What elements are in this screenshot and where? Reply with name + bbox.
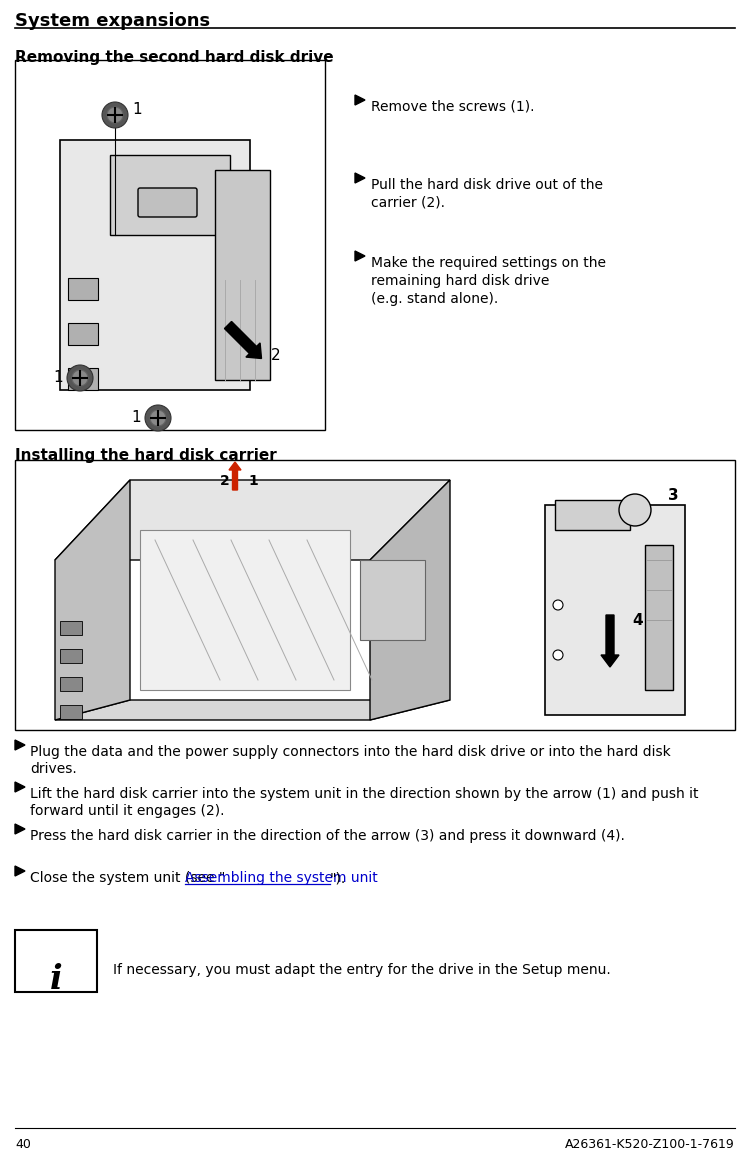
Text: 4: 4 xyxy=(632,613,643,628)
FancyArrow shape xyxy=(601,614,619,666)
Polygon shape xyxy=(15,824,25,834)
FancyBboxPatch shape xyxy=(555,500,630,530)
Polygon shape xyxy=(55,700,450,720)
FancyBboxPatch shape xyxy=(545,505,685,715)
Text: drives.: drives. xyxy=(30,762,76,776)
Text: Lift the hard disk carrier into the system unit in the direction shown by the ar: Lift the hard disk carrier into the syst… xyxy=(30,787,698,802)
Circle shape xyxy=(619,494,651,526)
FancyBboxPatch shape xyxy=(110,155,230,234)
FancyBboxPatch shape xyxy=(60,649,82,663)
Circle shape xyxy=(145,405,171,431)
Text: Pull the hard disk drive out of the: Pull the hard disk drive out of the xyxy=(371,178,603,192)
Circle shape xyxy=(150,410,166,426)
FancyBboxPatch shape xyxy=(60,677,82,691)
Polygon shape xyxy=(55,480,130,720)
Text: carrier (2).: carrier (2). xyxy=(371,196,445,210)
Polygon shape xyxy=(15,782,25,792)
Text: 2: 2 xyxy=(271,348,280,363)
FancyBboxPatch shape xyxy=(15,460,735,730)
Polygon shape xyxy=(370,480,450,720)
FancyBboxPatch shape xyxy=(60,705,82,720)
FancyBboxPatch shape xyxy=(60,140,250,390)
Text: Close the system unit (see ": Close the system unit (see " xyxy=(30,871,225,885)
FancyBboxPatch shape xyxy=(68,323,98,345)
FancyBboxPatch shape xyxy=(68,278,98,300)
Circle shape xyxy=(553,650,563,660)
FancyBboxPatch shape xyxy=(15,60,325,430)
Text: Removing the second hard disk drive: Removing the second hard disk drive xyxy=(15,50,334,65)
FancyArrow shape xyxy=(229,462,241,490)
Circle shape xyxy=(72,370,88,386)
Text: 1: 1 xyxy=(248,474,258,489)
Text: 1: 1 xyxy=(132,103,142,118)
Text: 40: 40 xyxy=(15,1138,31,1152)
Text: ").: "). xyxy=(330,871,346,885)
Polygon shape xyxy=(355,173,365,182)
Polygon shape xyxy=(355,95,365,105)
Text: 1: 1 xyxy=(53,371,63,386)
Polygon shape xyxy=(15,740,25,750)
Text: System expansions: System expansions xyxy=(15,12,210,30)
Text: forward until it engages (2).: forward until it engages (2). xyxy=(30,804,224,818)
Polygon shape xyxy=(355,251,365,261)
Circle shape xyxy=(102,102,128,128)
FancyBboxPatch shape xyxy=(60,621,82,635)
Text: remaining hard disk drive: remaining hard disk drive xyxy=(371,274,549,288)
Polygon shape xyxy=(55,480,450,560)
Polygon shape xyxy=(15,866,25,875)
Text: Make the required settings on the: Make the required settings on the xyxy=(371,256,606,270)
Circle shape xyxy=(107,107,123,122)
Text: Remove the screws (1).: Remove the screws (1). xyxy=(371,100,535,114)
FancyBboxPatch shape xyxy=(645,545,673,690)
Text: 1: 1 xyxy=(131,410,141,425)
Text: If necessary, you must adapt the entry for the drive in the Setup menu.: If necessary, you must adapt the entry f… xyxy=(113,963,610,977)
Text: 2: 2 xyxy=(220,474,230,489)
FancyBboxPatch shape xyxy=(140,530,350,690)
FancyBboxPatch shape xyxy=(360,560,425,640)
FancyArrow shape xyxy=(224,321,262,358)
FancyBboxPatch shape xyxy=(138,188,197,217)
FancyBboxPatch shape xyxy=(68,368,98,390)
Text: 3: 3 xyxy=(668,489,679,502)
Text: Plug the data and the power supply connectors into the hard disk drive or into t: Plug the data and the power supply conne… xyxy=(30,745,670,759)
Circle shape xyxy=(553,599,563,610)
FancyBboxPatch shape xyxy=(15,930,97,992)
Text: Assembling the system unit: Assembling the system unit xyxy=(185,871,378,885)
Text: A26361-K520-Z100-1-7619: A26361-K520-Z100-1-7619 xyxy=(566,1138,735,1152)
Text: i: i xyxy=(50,963,62,996)
FancyBboxPatch shape xyxy=(215,170,270,380)
Text: Press the hard disk carrier in the direction of the arrow (3) and press it downw: Press the hard disk carrier in the direc… xyxy=(30,829,625,843)
Text: Installing the hard disk carrier: Installing the hard disk carrier xyxy=(15,448,277,463)
Text: (e.g. stand alone).: (e.g. stand alone). xyxy=(371,292,498,306)
Circle shape xyxy=(67,365,93,392)
